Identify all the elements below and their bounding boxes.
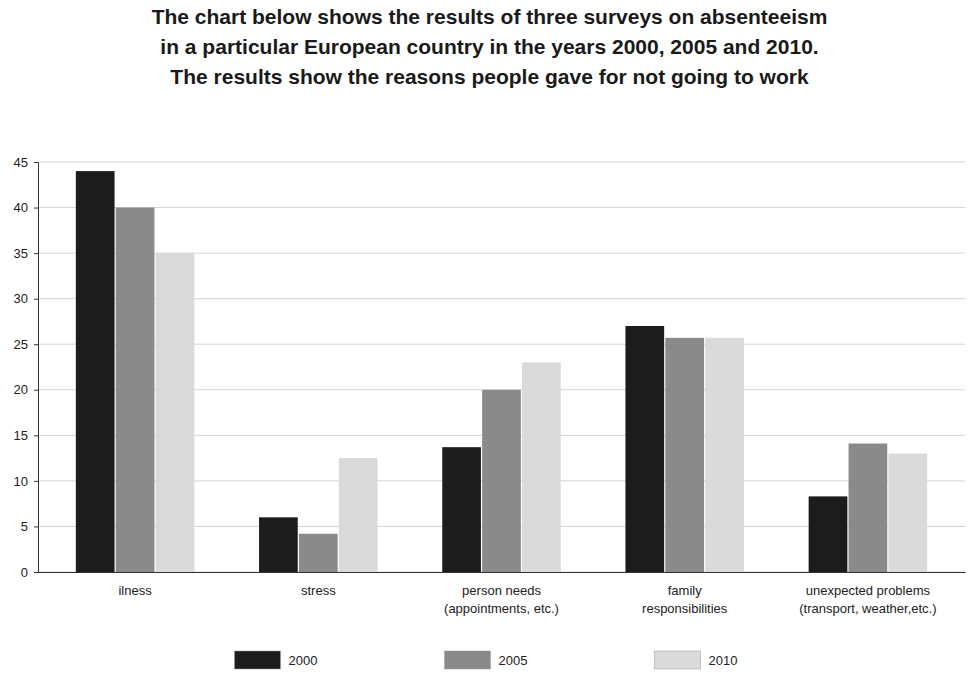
grid xyxy=(38,162,965,572)
bar xyxy=(339,458,378,572)
x-tick-label-line: unexpected problems xyxy=(806,583,931,598)
bar xyxy=(259,517,298,572)
title-line: The chart below shows the results of thr… xyxy=(152,5,828,28)
bar-series xyxy=(116,208,888,572)
x-tick-label-line: person needs xyxy=(462,583,541,598)
y-tick-mark xyxy=(34,299,38,300)
bar xyxy=(888,454,927,572)
x-tick-label-line: stress xyxy=(301,583,336,598)
bar-series xyxy=(156,253,928,572)
bar xyxy=(809,496,848,572)
bar xyxy=(705,338,744,572)
bar xyxy=(522,362,561,572)
y-axis: 0 5 10 15 20 25 30 35 40 45 xyxy=(14,155,39,580)
y-tick-label: 35 xyxy=(14,246,28,261)
bar xyxy=(76,171,115,572)
y-tick: 35 xyxy=(14,246,38,261)
y-tick-label: 20 xyxy=(14,382,28,397)
legend-label: 2000 xyxy=(289,653,318,668)
x-tick-label-line: (appointments, etc.) xyxy=(444,601,559,616)
x-tick: person needs (appointments, etc.) xyxy=(444,572,559,616)
y-tick-mark xyxy=(34,526,38,527)
bar xyxy=(849,444,888,572)
legend-item: 2005 xyxy=(445,651,528,669)
bar xyxy=(665,338,704,572)
x-axis: ilness stress person needs (appointments, e… xyxy=(39,572,966,616)
x-tick: ilness xyxy=(118,572,152,598)
legend-swatch xyxy=(655,651,701,669)
y-tick-mark xyxy=(34,435,38,436)
x-tick-label-line: ilness xyxy=(118,583,152,598)
x-tick: stress xyxy=(301,572,336,598)
y-tick-label: 15 xyxy=(14,428,28,443)
y-tick-label: 0 xyxy=(21,565,28,580)
y-tick: 40 xyxy=(14,200,38,215)
y-tick-mark xyxy=(34,390,38,391)
legend-item: 2000 xyxy=(235,651,318,669)
y-tick-mark xyxy=(34,208,38,209)
grid-line xyxy=(38,162,965,163)
y-tick: 25 xyxy=(14,337,38,352)
x-tick: unexpected problems (transport, weather,e… xyxy=(799,572,936,616)
y-tick-label: 25 xyxy=(14,337,28,352)
legend-swatch xyxy=(445,651,491,669)
grid-line xyxy=(38,207,965,208)
legend-item: 2010 xyxy=(655,651,738,669)
y-tick-label: 40 xyxy=(14,200,28,215)
y-tick: 0 xyxy=(21,565,38,580)
y-tick-mark xyxy=(34,344,38,345)
title: The chart below shows the results of thr… xyxy=(152,5,828,88)
y-tick-mark xyxy=(34,572,38,573)
y-tick: 10 xyxy=(14,474,38,489)
bar xyxy=(116,208,155,572)
legend-label: 2005 xyxy=(499,653,528,668)
y-tick-label: 10 xyxy=(14,474,28,489)
y-tick-mark xyxy=(34,253,38,254)
bar xyxy=(482,390,521,572)
legend-label: 2010 xyxy=(709,653,738,668)
x-tick-label: stress xyxy=(301,583,336,598)
x-tick-label-line: responsibilities xyxy=(642,601,728,616)
x-tick-label: person needs (appointments, etc.) xyxy=(444,583,559,616)
y-tick: 5 xyxy=(21,519,38,534)
y-tick-mark xyxy=(34,481,38,482)
chart: The chart below shows the results of thr… xyxy=(0,0,979,688)
plot: 0 5 10 15 20 25 30 35 40 45 ilness stress person nee… xyxy=(14,155,966,616)
x-tick-label-line: family xyxy=(668,583,702,598)
bar-series xyxy=(76,171,848,572)
y-tick-mark xyxy=(34,162,38,163)
y-tick: 45 xyxy=(14,155,38,170)
legend-swatch xyxy=(235,651,281,669)
x-tick-label: family responsibilities xyxy=(642,583,728,616)
title-line: The results show the reasons people gave… xyxy=(170,65,809,88)
y-tick-label: 30 xyxy=(14,291,28,306)
bar xyxy=(299,534,338,572)
x-axis-line xyxy=(39,572,966,573)
y-tick-label: 5 xyxy=(21,519,28,534)
y-tick-label: 45 xyxy=(14,155,28,170)
x-tick-label-line: (transport, weather,etc.) xyxy=(799,601,936,616)
bars xyxy=(76,171,927,572)
legend: 2000 2005 2010 xyxy=(235,651,738,669)
bar xyxy=(156,253,195,572)
y-tick: 15 xyxy=(14,428,38,443)
x-tick: family responsibilities xyxy=(642,572,728,616)
x-tick-label: unexpected problems (transport, weather,e… xyxy=(799,583,936,616)
y-tick: 30 xyxy=(14,291,38,306)
title-line: in a particular European country in the … xyxy=(160,35,818,58)
x-tick-label: ilness xyxy=(118,583,152,598)
bar xyxy=(442,447,481,572)
bar xyxy=(625,326,664,572)
y-axis-line xyxy=(34,163,39,573)
y-tick: 20 xyxy=(14,382,38,397)
